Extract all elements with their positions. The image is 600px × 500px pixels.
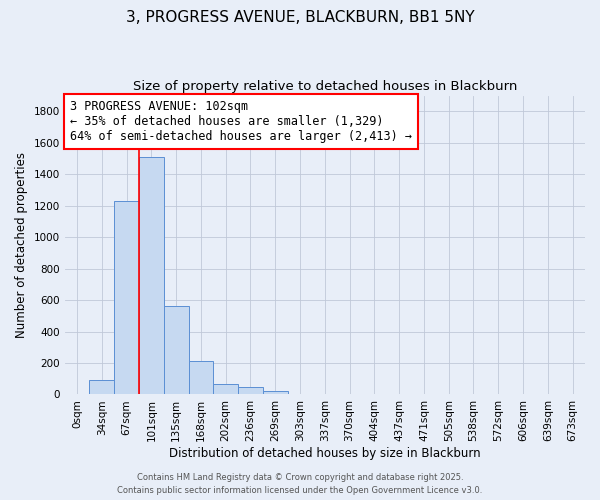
Text: 3 PROGRESS AVENUE: 102sqm
← 35% of detached houses are smaller (1,329)
64% of se: 3 PROGRESS AVENUE: 102sqm ← 35% of detac… [70, 100, 412, 143]
Bar [114, 201, 139, 394]
Text: 3, PROGRESS AVENUE, BLACKBURN, BB1 5NY: 3, PROGRESS AVENUE, BLACKBURN, BB1 5NY [125, 10, 475, 25]
Bar [89, 380, 114, 394]
Y-axis label: Number of detached properties: Number of detached properties [15, 152, 28, 338]
Bar [214, 384, 238, 394]
Bar [139, 157, 164, 394]
X-axis label: Distribution of detached houses by size in Blackburn: Distribution of detached houses by size … [169, 447, 481, 460]
Text: Contains HM Land Registry data © Crown copyright and database right 2025.
Contai: Contains HM Land Registry data © Crown c… [118, 474, 482, 495]
Bar [263, 392, 287, 394]
Bar [188, 362, 214, 394]
Bar [238, 388, 263, 394]
Bar [164, 306, 188, 394]
Title: Size of property relative to detached houses in Blackburn: Size of property relative to detached ho… [133, 80, 517, 93]
